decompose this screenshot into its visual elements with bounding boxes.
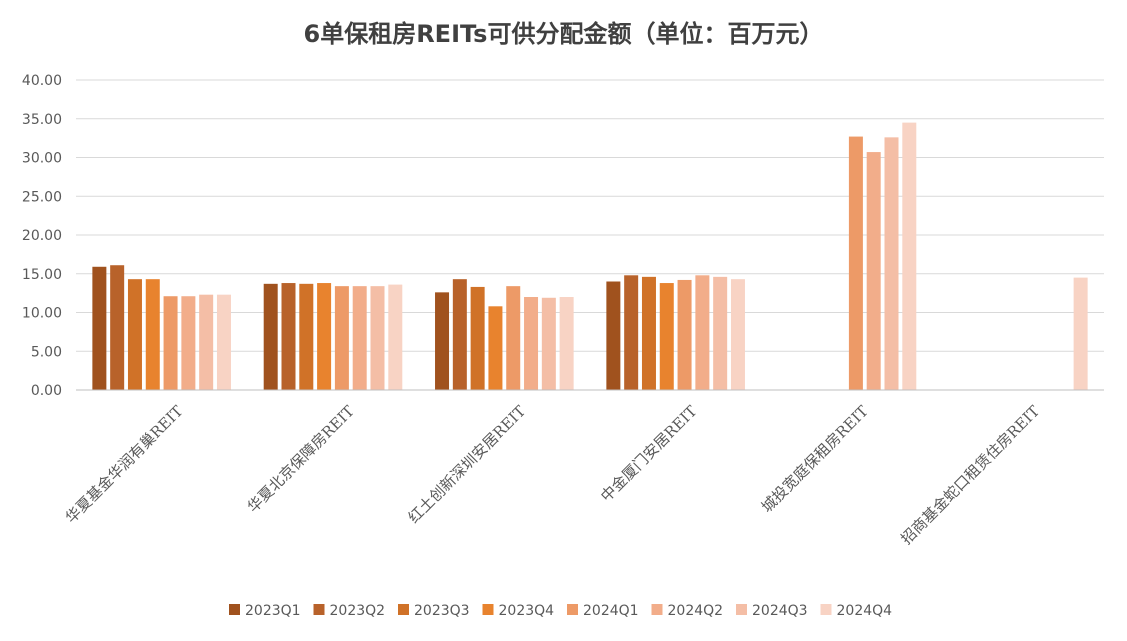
bar [145,279,160,390]
category-label: 中金厦门安居REIT [597,402,700,505]
y-axis-ticks: 0.00 5.00 10.00 15.00 20.00 25.00 30.00 35.00 40… [22,73,62,399]
bar [317,283,332,390]
bar [695,275,710,390]
category-label: 招商基金蛇口租赁住房REIT [897,402,1043,548]
y-tick-label: 35.00 [22,112,62,128]
bar [216,294,231,390]
bar [334,286,349,390]
legend-swatch [567,604,578,615]
legend-swatch [398,604,409,615]
legend-label: 2023Q1 [245,603,301,619]
bar [848,136,863,390]
bar [92,266,107,390]
bar [388,284,403,390]
bar [524,297,539,390]
bar [281,283,296,390]
bar [127,279,142,390]
legend-label: 2024Q2 [668,603,724,619]
legend-label: 2023Q4 [499,603,555,619]
legend-label: 2023Q2 [330,603,386,619]
legend-swatch [651,604,663,615]
bar [624,275,639,390]
bar [435,292,450,390]
bar [866,152,881,390]
bar [299,283,314,390]
bar [659,283,674,390]
legend-swatch [820,604,832,615]
y-tick-label: 40.00 [22,73,62,89]
bar [488,306,503,390]
category-label: 华夏基金华润有巢REIT [62,402,187,527]
bar [677,279,692,390]
legend-swatch [482,604,494,615]
y-tick-label: 30.00 [22,151,62,167]
y-tick-label: 25.00 [22,189,62,205]
bar [370,286,385,390]
legend-swatch [736,604,747,615]
bar [730,279,745,390]
bar [641,276,656,390]
bar [110,265,125,390]
y-tick-label: 20.00 [22,228,62,244]
bar [163,296,178,390]
category-labels: 华夏基金华润有巢REIT 华夏北京保障房REIT 红土创新深圳安居REIT 中金厦门安… [62,402,1043,548]
bar [606,281,621,390]
category-label: 城投宽庭保租房REIT [758,402,872,516]
bar [1073,277,1088,390]
bar [452,279,467,390]
legend-label: 2024Q3 [752,603,808,619]
gridlines [76,79,1104,352]
bar [884,137,899,390]
legend-label: 2024Q1 [583,603,639,619]
legend-label: 2024Q4 [837,603,893,619]
y-tick-label: 15.00 [22,267,62,283]
category-label: 红土创新深圳安居REIT [405,402,530,527]
bar [199,294,214,390]
legend-swatch [229,604,240,615]
bar [470,286,485,390]
bar [713,276,728,390]
y-tick-label: 5.00 [31,344,62,360]
bar [902,122,917,390]
chart-title: 6单保租房REITs可供分配金额（单位：百万元） [303,20,824,48]
y-tick-label: 0.00 [31,383,62,399]
y-tick-label: 10.00 [22,306,62,322]
category-label: 华夏北京保障房REIT [244,402,358,516]
bar [506,286,521,390]
bar [181,296,196,390]
bar [263,283,278,390]
bar [541,297,556,390]
bars [92,122,1088,390]
bar [352,286,367,390]
legend-label: 2023Q3 [414,603,470,619]
legend: 2023Q1 2023Q2 2023Q3 2023Q4 2024Q1 2024Q2 2024… [229,603,892,619]
legend-swatch [313,604,325,615]
bar [559,297,574,390]
